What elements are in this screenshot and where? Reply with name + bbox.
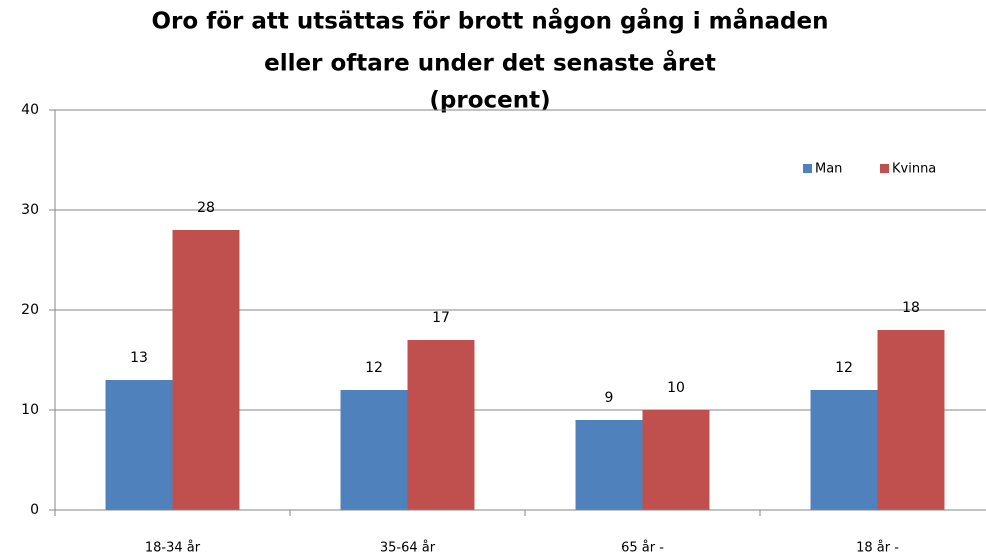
bar — [407, 340, 475, 510]
legend-swatch — [803, 164, 812, 173]
x-tick-label: 18 år - — [856, 541, 899, 555]
value-label: 10 — [667, 380, 685, 396]
y-tick-label: 30 — [21, 202, 39, 218]
bar — [877, 330, 945, 510]
legend-label: Kvinna — [892, 162, 936, 177]
value-label: 12 — [835, 360, 853, 376]
value-label: 12 — [365, 360, 383, 376]
chart-title: Oro för att utsättas för brott någon gån… — [151, 8, 828, 35]
y-tick-label: 0 — [30, 502, 39, 518]
value-label: 13 — [130, 350, 148, 366]
value-label: 17 — [432, 310, 450, 326]
bar — [575, 420, 643, 510]
y-tick-label: 40 — [21, 102, 39, 118]
y-tick-label: 20 — [21, 302, 39, 318]
value-label: 18 — [902, 300, 920, 316]
y-tick-label: 10 — [21, 402, 39, 418]
x-tick-label: 35-64 år — [380, 541, 436, 555]
value-label: 9 — [605, 390, 614, 406]
bar — [172, 230, 240, 510]
chart-title: (procent) — [429, 88, 550, 114]
x-tick-label: 65 år - — [621, 541, 664, 555]
chart-title: eller oftare under det senaste året — [264, 50, 716, 77]
bar — [642, 410, 710, 510]
value-label: 28 — [197, 200, 215, 216]
bar — [810, 390, 878, 510]
x-tick-label: 18-34 år — [145, 541, 201, 555]
bar — [105, 380, 173, 510]
legend-label: Man — [815, 162, 842, 177]
bar — [340, 390, 408, 510]
legend-swatch — [880, 164, 889, 173]
